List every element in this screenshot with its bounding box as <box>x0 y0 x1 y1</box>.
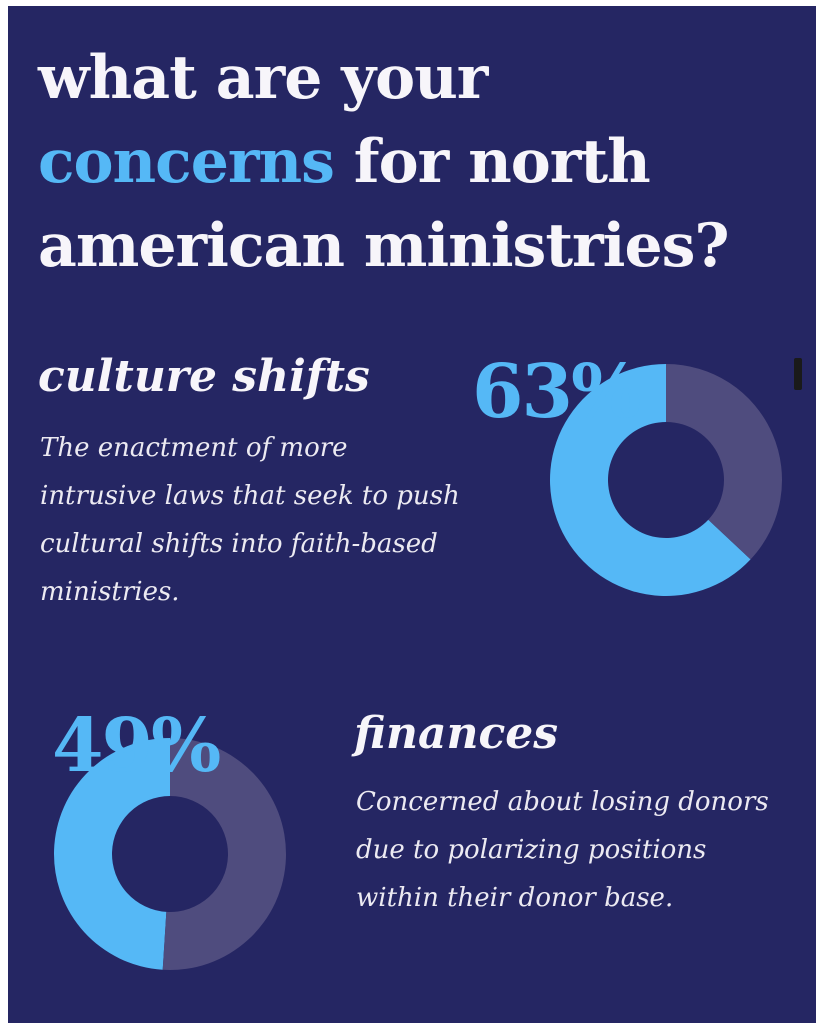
finances-percent-label: 49% <box>52 703 221 789</box>
finances-donut-chart <box>54 738 287 970</box>
culture-shifts-heading: culture shifts <box>38 351 370 402</box>
title-rest: for north american ministries? <box>38 127 730 281</box>
culture-shifts-donut-chart <box>550 364 782 596</box>
scrollbar-thumb[interactable] <box>794 358 802 390</box>
culture-shifts-percent-label: 63% <box>472 349 641 435</box>
finances-description: Concerned about losing donors due to pol… <box>356 787 769 913</box>
culture-shifts-slice-remainder <box>666 364 782 560</box>
culture-shifts-description: The enactment of more intrusive laws tha… <box>40 433 460 607</box>
title-line1: what are your <box>38 43 488 113</box>
finances-heading: finances <box>354 708 559 759</box>
infographic-panel: what are your concerns for north american… <box>8 6 816 1023</box>
title-accent-word: concerns <box>38 127 335 197</box>
page-title: what are your concerns for north american… <box>38 36 798 288</box>
finances-slice-remainder <box>162 738 287 970</box>
culture-shifts-slice-value <box>550 364 751 596</box>
finances-slice-value <box>54 738 170 970</box>
